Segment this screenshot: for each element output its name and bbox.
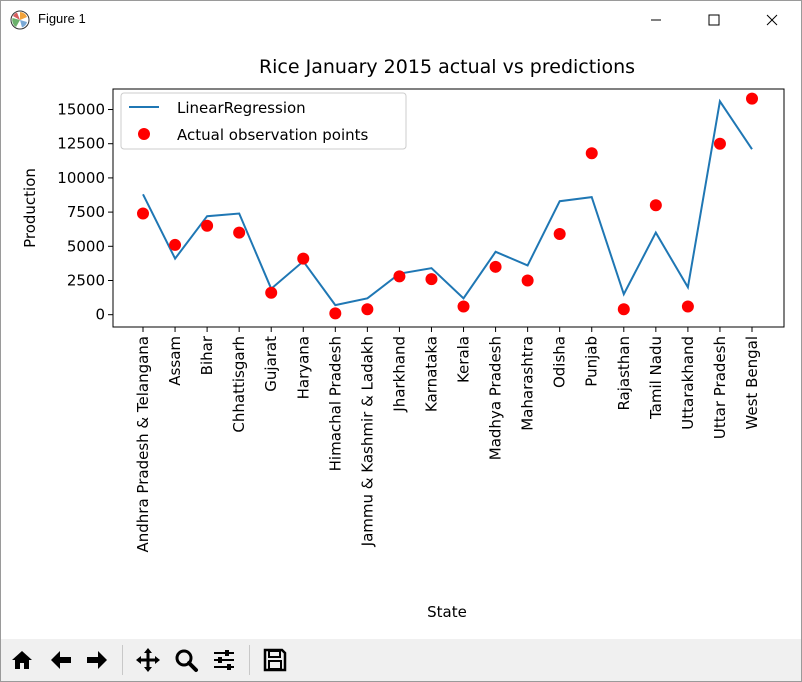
- pan-button[interactable]: [133, 645, 163, 675]
- x-tick-label: Karnataka: [422, 336, 440, 412]
- arrow-right-icon: [87, 651, 107, 669]
- y-tick-label: 15000: [57, 101, 105, 119]
- actual-point: [521, 274, 534, 287]
- x-tick-label: Uttarakhand: [679, 336, 697, 430]
- x-tick-label: Gujarat: [262, 336, 280, 392]
- maximize-button[interactable]: [685, 1, 743, 39]
- actual-point: [746, 92, 758, 105]
- actual-point: [329, 307, 342, 320]
- y-tick-label: 7500: [67, 203, 105, 221]
- x-tick-label: Maharashtra: [519, 336, 537, 431]
- actual-point: [137, 207, 149, 220]
- x-tick-label: Kerala: [455, 336, 473, 383]
- close-button[interactable]: [743, 1, 801, 39]
- floppy-disk-icon: [263, 648, 287, 672]
- x-tick-label: Tamil Nadu: [647, 336, 665, 420]
- y-tick-label: 2500: [67, 271, 105, 289]
- actual-point: [361, 303, 374, 316]
- zoom-button[interactable]: [171, 645, 201, 675]
- title-bar[interactable]: Figure 1: [1, 1, 801, 39]
- toolbar-separator: [122, 645, 123, 675]
- figure-canvas[interactable]: Rice January 2015 actual vs predictions …: [1, 39, 801, 639]
- x-tick-label: Uttar Pradesh: [711, 336, 729, 439]
- actual-point: [457, 300, 470, 313]
- magnifier-icon: [175, 649, 198, 672]
- series-linear-regression: [142, 98, 753, 307]
- actual-point: [649, 199, 662, 212]
- x-tick-label: Rajasthan: [615, 336, 633, 411]
- x-tick-label: Chhattisgarh: [230, 336, 248, 433]
- y-axis: 0 2500 5000 7500 10000 12500 15000: [57, 101, 113, 324]
- chart: Rice January 2015 actual vs predictions …: [21, 56, 785, 621]
- y-tick-label: 0: [95, 306, 105, 324]
- y-tick-label: 10000: [57, 169, 105, 187]
- save-button[interactable]: [260, 645, 290, 675]
- y-tick-label: 12500: [57, 135, 105, 153]
- regression-line: [142, 98, 753, 307]
- actual-point: [201, 219, 214, 232]
- actual-point: [169, 238, 182, 251]
- minimize-button[interactable]: [627, 1, 685, 39]
- x-tick-label: Punjab: [583, 336, 601, 387]
- x-tick-label: Madhya Pradesh: [487, 336, 505, 460]
- legend-marker-swatch: [138, 128, 150, 140]
- legend-box: [120, 92, 407, 150]
- actual-point: [425, 273, 438, 286]
- actual-point: [489, 260, 502, 273]
- actual-point: [585, 147, 598, 160]
- legend: LinearRegression Actual observation poin…: [120, 92, 407, 150]
- x-tick-label: Assam: [166, 336, 184, 386]
- actual-point: [681, 300, 694, 313]
- back-button[interactable]: [46, 645, 76, 675]
- close-icon: [766, 14, 778, 26]
- legend-label-linear-regression: LinearRegression: [177, 99, 306, 117]
- x-tick-label: Bihar: [198, 335, 216, 375]
- x-tick-label: Jammu & Kashmir & Ladakh: [358, 336, 376, 547]
- actual-point: [233, 226, 246, 239]
- actual-point: [713, 137, 726, 150]
- home-button[interactable]: [7, 645, 37, 675]
- x-axis: Andhra Pradesh & Telangana Assam Bihar Chha…: [134, 327, 761, 553]
- actual-point: [393, 270, 406, 283]
- navigation-toolbar: [1, 639, 801, 681]
- matplotlib-logo-icon: [10, 10, 30, 30]
- x-tick-label: Himachal Pradesh: [326, 336, 344, 471]
- x-tick-label: Jharkhand: [390, 336, 408, 413]
- actual-point: [617, 303, 630, 316]
- minimize-icon: [651, 19, 661, 21]
- actual-point: [553, 227, 566, 240]
- toolbar-separator: [249, 645, 250, 675]
- maximize-icon: [708, 14, 720, 26]
- actual-point: [265, 286, 278, 299]
- move-icon: [136, 648, 160, 672]
- series-actual-observations: [137, 92, 758, 320]
- arrow-left-icon: [51, 651, 71, 669]
- window-title: Figure 1: [38, 11, 86, 26]
- x-tick-label: Odisha: [551, 336, 569, 388]
- x-axis-label: State: [427, 603, 467, 621]
- forward-button[interactable]: [82, 645, 112, 675]
- x-tick-label: Andhra Pradesh & Telangana: [134, 336, 152, 553]
- actual-point: [297, 252, 310, 265]
- sliders-icon: [214, 650, 234, 670]
- plot-area-frame: [112, 88, 785, 328]
- x-tick-label: Haryana: [294, 336, 312, 399]
- y-tick-label: 5000: [67, 237, 105, 255]
- y-axis-label: Production: [21, 168, 39, 248]
- chart-title: Rice January 2015 actual vs predictions: [259, 56, 635, 78]
- legend-label-actual-points: Actual observation points: [177, 126, 368, 144]
- x-tick-label: West Bengal: [743, 336, 761, 430]
- configure-subplots-button[interactable]: [209, 645, 239, 675]
- home-icon: [12, 651, 32, 669]
